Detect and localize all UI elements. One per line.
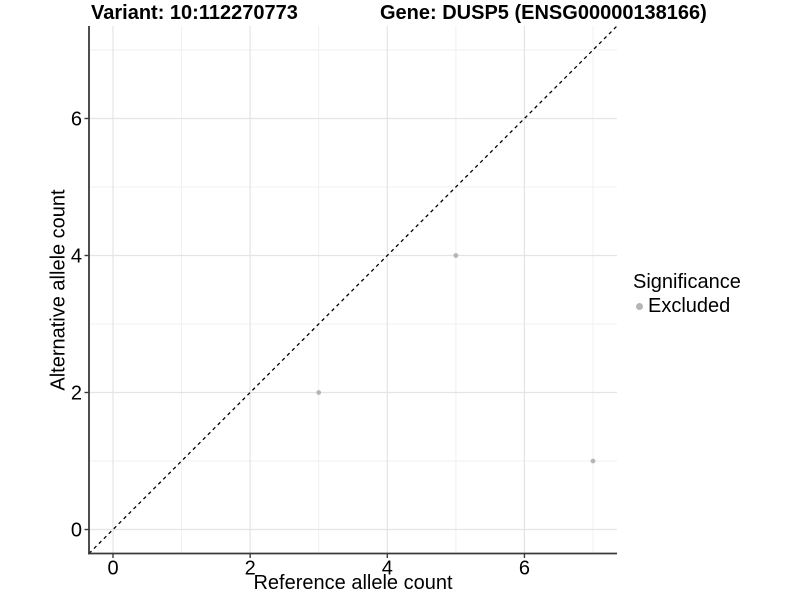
legend-item-excluded: Excluded xyxy=(636,295,741,318)
y-axis-title: Alternative allele count xyxy=(47,189,70,391)
data-point xyxy=(590,458,596,464)
x-tick-label: 0 xyxy=(107,558,118,580)
variant-title: Variant: 10:112270773 xyxy=(91,2,298,24)
y-tick-label: 6 xyxy=(71,108,82,130)
x-tick-label: 4 xyxy=(382,558,393,580)
data-point xyxy=(316,390,322,395)
excluded-point-icon xyxy=(636,303,643,310)
legend: Significance Excluded xyxy=(633,271,741,318)
x-axis-title: Reference allele count xyxy=(253,572,453,594)
x-tick-label: 6 xyxy=(519,558,530,580)
identity-line xyxy=(88,25,618,554)
y-tick-label: 2 xyxy=(71,383,82,405)
x-tick-label: 2 xyxy=(245,558,256,580)
legend-item-label: Excluded xyxy=(648,295,731,317)
data-point xyxy=(453,253,459,258)
y-tick-label: 4 xyxy=(71,245,82,267)
y-tick-label: 0 xyxy=(71,520,82,542)
legend-title: Significance xyxy=(633,271,741,293)
gene-title: Gene: DUSP5 (ENSG00000138166) xyxy=(380,2,707,24)
